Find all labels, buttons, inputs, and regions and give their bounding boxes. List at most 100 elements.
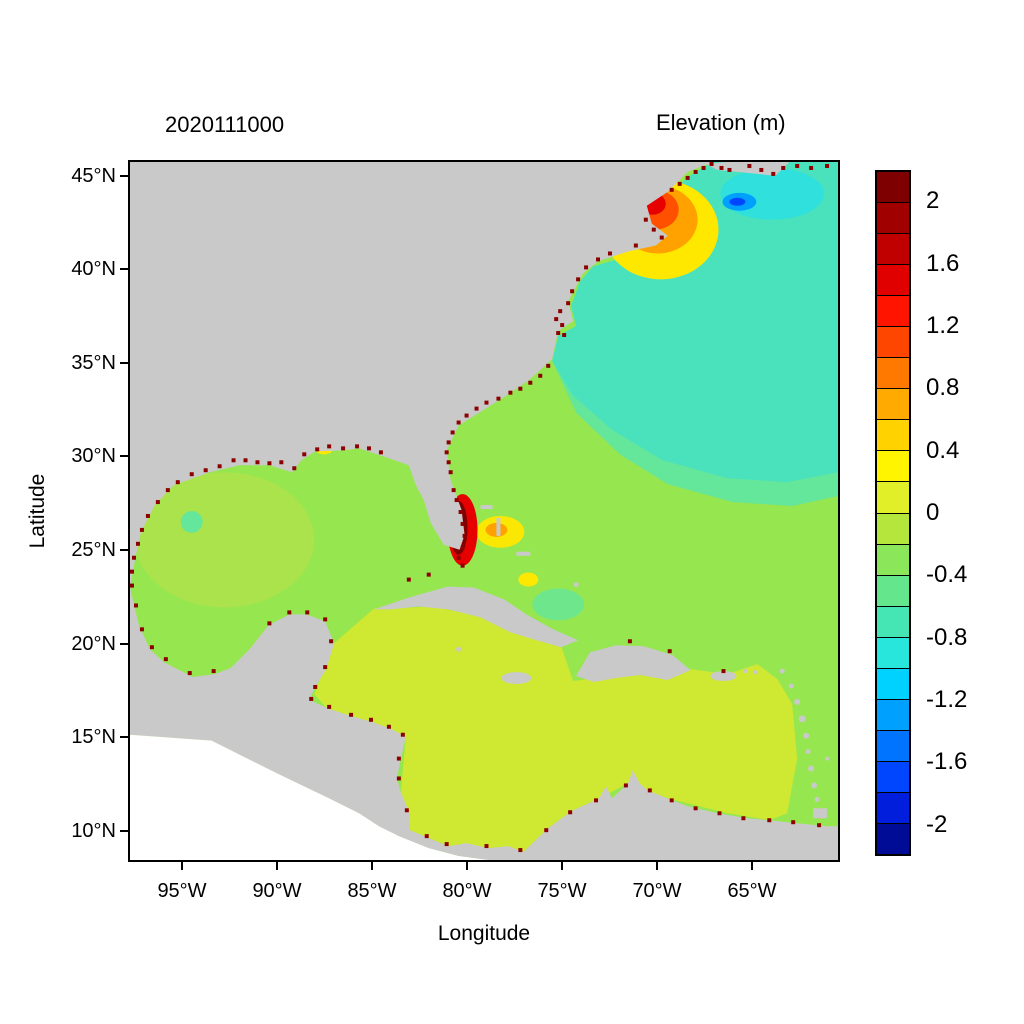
y-tick-label-30n: 30°N [71,445,116,467]
old-bahama-channel-aquamarine-patch [532,588,585,621]
great-bahama-bank-yellow-spot [518,572,539,587]
colorbar-label-m0p4: -0.4 [926,561,968,588]
island-antilles [798,715,806,723]
x-tick-mark [181,862,183,870]
colorbar-segment [877,698,909,730]
outside-domain-pacific [130,734,489,860]
elevation-map [130,162,838,860]
colorbar-segment [877,636,909,668]
y-tick-mark [120,736,128,738]
colorbar-segment [877,357,909,389]
island-puerto-rico [710,671,737,682]
y-tick-mark [120,830,128,832]
x-tick-mark [371,862,373,870]
y-tick-label-25n: 25°N [71,539,116,561]
island-barbados [825,756,830,761]
island-andros [496,517,501,536]
caribbean-field [314,606,798,853]
map-plot-area [128,160,840,862]
y-tick-mark [120,455,128,457]
colorbar-label-m1p6: -1.6 [926,748,968,775]
island-turks [573,582,579,588]
timestamp-title: 2020111000 [165,112,285,137]
island-grand-bahama [480,505,493,510]
colorbar-label-0p4: 0.4 [926,437,960,464]
x-axis-title: Longitude [437,922,531,945]
land-south-america [500,770,838,860]
island-virgin [753,670,758,675]
land-nova-scotia [705,162,790,176]
y-tick-label-15n: 15°N [71,726,116,748]
colorbar-segment [877,760,909,792]
island-antilles [808,765,815,772]
gulf-of-mexico-field [134,472,315,608]
island-antilles [788,683,794,689]
island-antilles [803,732,810,739]
x-tick-mark [276,862,278,870]
x-tick-mark [466,862,468,870]
island-cuba [373,586,579,648]
island-virgin [743,669,748,674]
island-antilles [814,796,820,802]
gulf-eddy-spot [180,511,203,533]
colorbar-segment [877,202,909,234]
colorbar-label-m2: -2 [926,811,948,838]
y-tick-mark [120,643,128,645]
y-tick-label-35n: 35°N [71,352,116,374]
colorbar-label-0p8: 0.8 [926,374,960,401]
y-tick-mark [120,549,128,551]
x-tick-label-90w: 90°W [252,880,302,902]
y-tick-label-40n: 40°N [71,258,116,280]
northwest-atlantic-field [552,162,838,483]
colorbar-label-2: 2 [926,187,940,214]
colorbar-segment [877,326,909,358]
x-tick-label-75w: 75°W [537,880,587,902]
land-north-america [130,162,713,588]
island-cayman [456,646,462,652]
colorbar-segment [877,791,909,823]
y-tick-label-10n: 10°N [71,820,116,842]
colorbar-label-m1p2: -1.2 [926,686,968,713]
island-hispaniola [576,645,691,683]
colorbar-label-0: 0 [926,499,940,526]
colorbar-segment [877,574,909,606]
colorbar-segment [877,172,909,203]
colorbar-segment [877,295,909,327]
x-tick-label-85w: 85°W [347,880,397,902]
colorbar-segment [877,264,909,296]
colorbar-segment [877,419,909,451]
colorbar-label-1p6: 1.6 [926,250,960,277]
island-antilles [794,698,801,705]
colorbar-label-1p2: 1.2 [926,312,960,339]
x-tick-label-95w: 95°W [157,880,207,902]
colorbar-segment [877,667,909,699]
colorbar-segment [877,450,909,482]
colorbar-segment [877,233,909,265]
colorbar-segment [877,543,909,575]
y-tick-label-45n: 45°N [71,165,116,187]
x-tick-mark [751,862,753,870]
colorbar-gradient [875,170,911,856]
island-antilles [779,668,785,674]
x-tick-mark [561,862,563,870]
coastal-flooding-speckles [130,162,830,853]
colorbar-segment [877,388,909,420]
island-antilles [811,782,818,789]
colorbar-segment [877,481,909,513]
scotian-shelf-deep-blue-core [729,197,746,206]
colorbar-segment [877,822,909,855]
x-tick-mark [656,862,658,870]
y-tick-mark [120,268,128,270]
colorbar-label-m0p8: -0.8 [926,624,968,651]
islands [373,505,830,819]
x-tick-label-65w: 65°W [727,880,777,902]
colorbar-title: Elevation (m) [656,110,786,135]
y-tick-mark [120,175,128,177]
island-jamaica [501,672,532,685]
y-tick-label-20n: 20°N [71,633,116,655]
island-antilles [805,749,811,755]
x-tick-label-70w: 70°W [632,880,682,902]
y-tick-mark [120,362,128,364]
colorbar-segment [877,605,909,637]
colorbar-segment [877,729,909,761]
